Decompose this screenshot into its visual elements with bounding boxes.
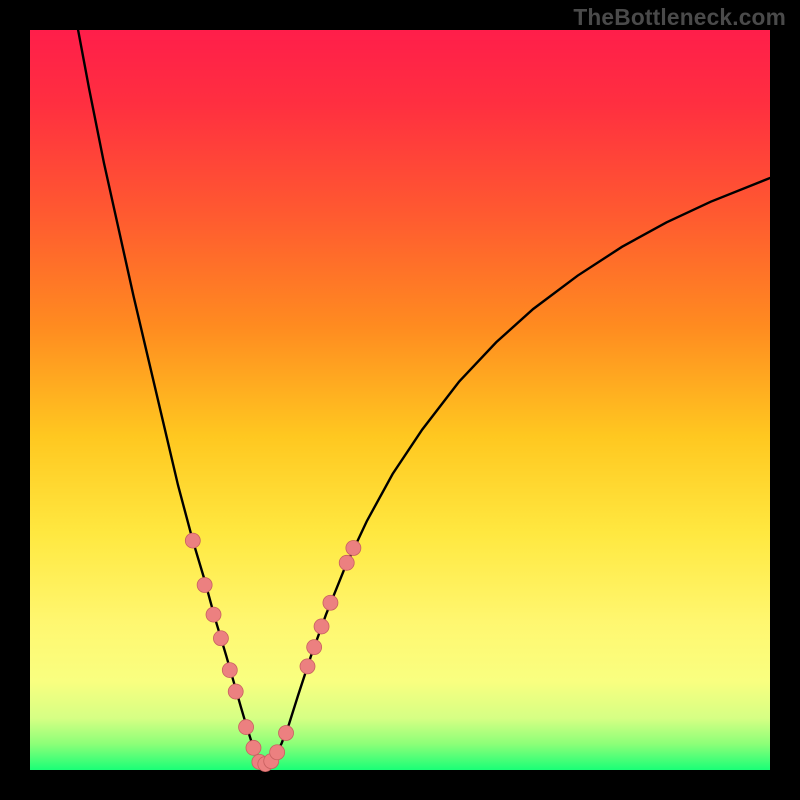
marker-dot bbox=[270, 745, 285, 760]
marker-dot bbox=[279, 726, 294, 741]
marker-dot bbox=[239, 720, 254, 735]
marker-dot bbox=[213, 631, 228, 646]
marker-dot bbox=[222, 663, 237, 678]
marker-dot bbox=[185, 533, 200, 548]
marker-dot bbox=[206, 607, 221, 622]
marker-dot bbox=[323, 595, 338, 610]
marker-dot bbox=[228, 684, 243, 699]
marker-dot bbox=[346, 541, 361, 556]
marker-dot bbox=[314, 619, 329, 634]
marker-dot bbox=[307, 640, 322, 655]
marker-dot bbox=[246, 740, 261, 755]
chart-stage: { "meta": { "watermark_text": "TheBottle… bbox=[0, 0, 800, 800]
marker-dot bbox=[339, 555, 354, 570]
bottleneck-curve-chart bbox=[0, 0, 800, 800]
marker-dot bbox=[197, 578, 212, 593]
marker-dot bbox=[300, 659, 315, 674]
plot-background bbox=[30, 30, 770, 770]
